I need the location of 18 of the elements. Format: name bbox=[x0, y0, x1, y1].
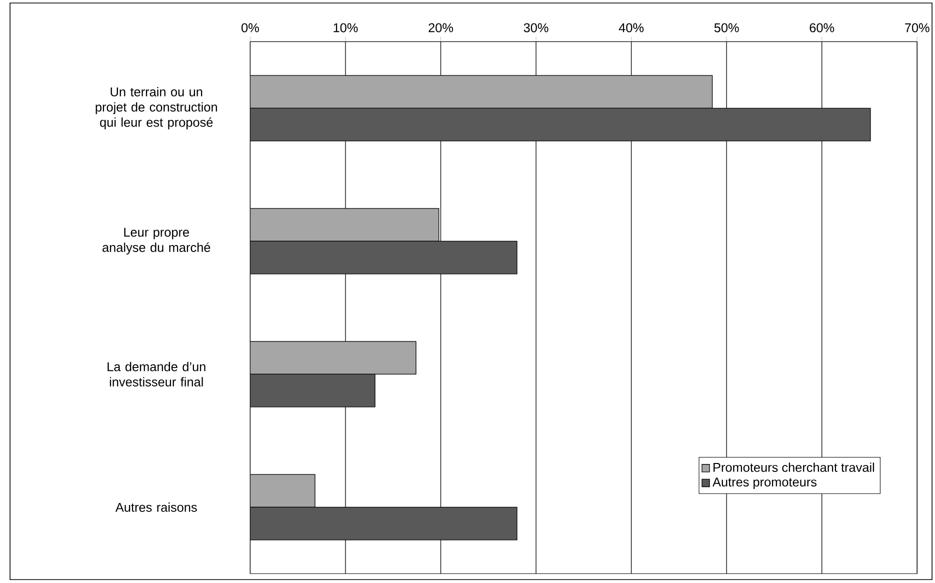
x-tick-label: 40% bbox=[618, 23, 644, 32]
y-tick-label: La demande d’un investisseur final bbox=[108, 362, 206, 387]
bar bbox=[250, 208, 440, 242]
legend-label: Promoteurs cherchant travail bbox=[714, 462, 874, 472]
y-tick-label: Autres raisons bbox=[115, 502, 197, 512]
x-tick-label: 70% bbox=[905, 23, 930, 32]
y-tick-label: Leur propre analyse du marché bbox=[102, 228, 210, 255]
x-tick-label: 10% bbox=[334, 23, 358, 32]
bar bbox=[250, 341, 416, 375]
bar bbox=[250, 474, 316, 508]
legend-label: Autres promoteurs bbox=[712, 478, 817, 490]
bar bbox=[250, 75, 713, 109]
x-tick-label: 20% bbox=[428, 23, 454, 32]
x-tick-label: 30% bbox=[524, 23, 548, 32]
y-tick-label: Un terrain ou un projet de construction qui leur est proposé bbox=[96, 87, 217, 130]
x-tick-label: 0% bbox=[242, 23, 259, 32]
x-tick-label: 50% bbox=[714, 23, 739, 32]
x-tick-label: 60% bbox=[810, 23, 834, 32]
